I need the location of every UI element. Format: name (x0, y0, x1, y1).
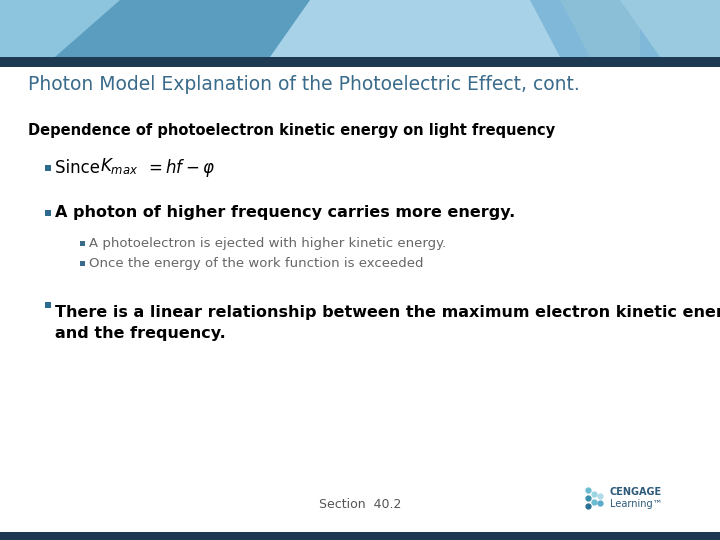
Text: A photon of higher frequency carries more energy.: A photon of higher frequency carries mor… (55, 206, 516, 220)
Text: A photoelectron is ejected with higher kinetic energy.: A photoelectron is ejected with higher k… (89, 237, 446, 249)
Text: Since: Since (55, 159, 105, 177)
Bar (0, 0, 720, 57)
Text: Photon Model Explanation of the Photoelectric Effect, cont.: Photon Model Explanation of the Photoele… (28, 76, 580, 94)
Polygon shape (270, 0, 560, 57)
Polygon shape (55, 0, 370, 57)
Bar (0, 532, 720, 540)
Text: Once the energy of the work function is exceeded: Once the energy of the work function is … (89, 256, 423, 269)
Text: CENGAGE: CENGAGE (610, 487, 662, 497)
Bar (80, 240, 85, 246)
Bar (45, 165, 51, 171)
Text: There is a linear relationship between the maximum electron kinetic energy
and t: There is a linear relationship between t… (55, 305, 720, 341)
Bar (80, 260, 85, 266)
Text: $\mathit{K}_{max}$: $\mathit{K}_{max}$ (100, 156, 138, 176)
Polygon shape (560, 0, 640, 57)
Bar (45, 210, 51, 216)
Text: Section  40.2: Section 40.2 (319, 497, 401, 510)
Polygon shape (620, 0, 720, 57)
Text: $= \mathit{hf} - \varphi$: $= \mathit{hf} - \varphi$ (145, 157, 215, 179)
Text: Dependence of photoelectron kinetic energy on light frequency: Dependence of photoelectron kinetic ener… (28, 123, 555, 138)
Text: Learning™: Learning™ (610, 499, 662, 509)
Bar (0, 57, 720, 67)
Bar (45, 302, 51, 308)
Polygon shape (0, 0, 180, 57)
